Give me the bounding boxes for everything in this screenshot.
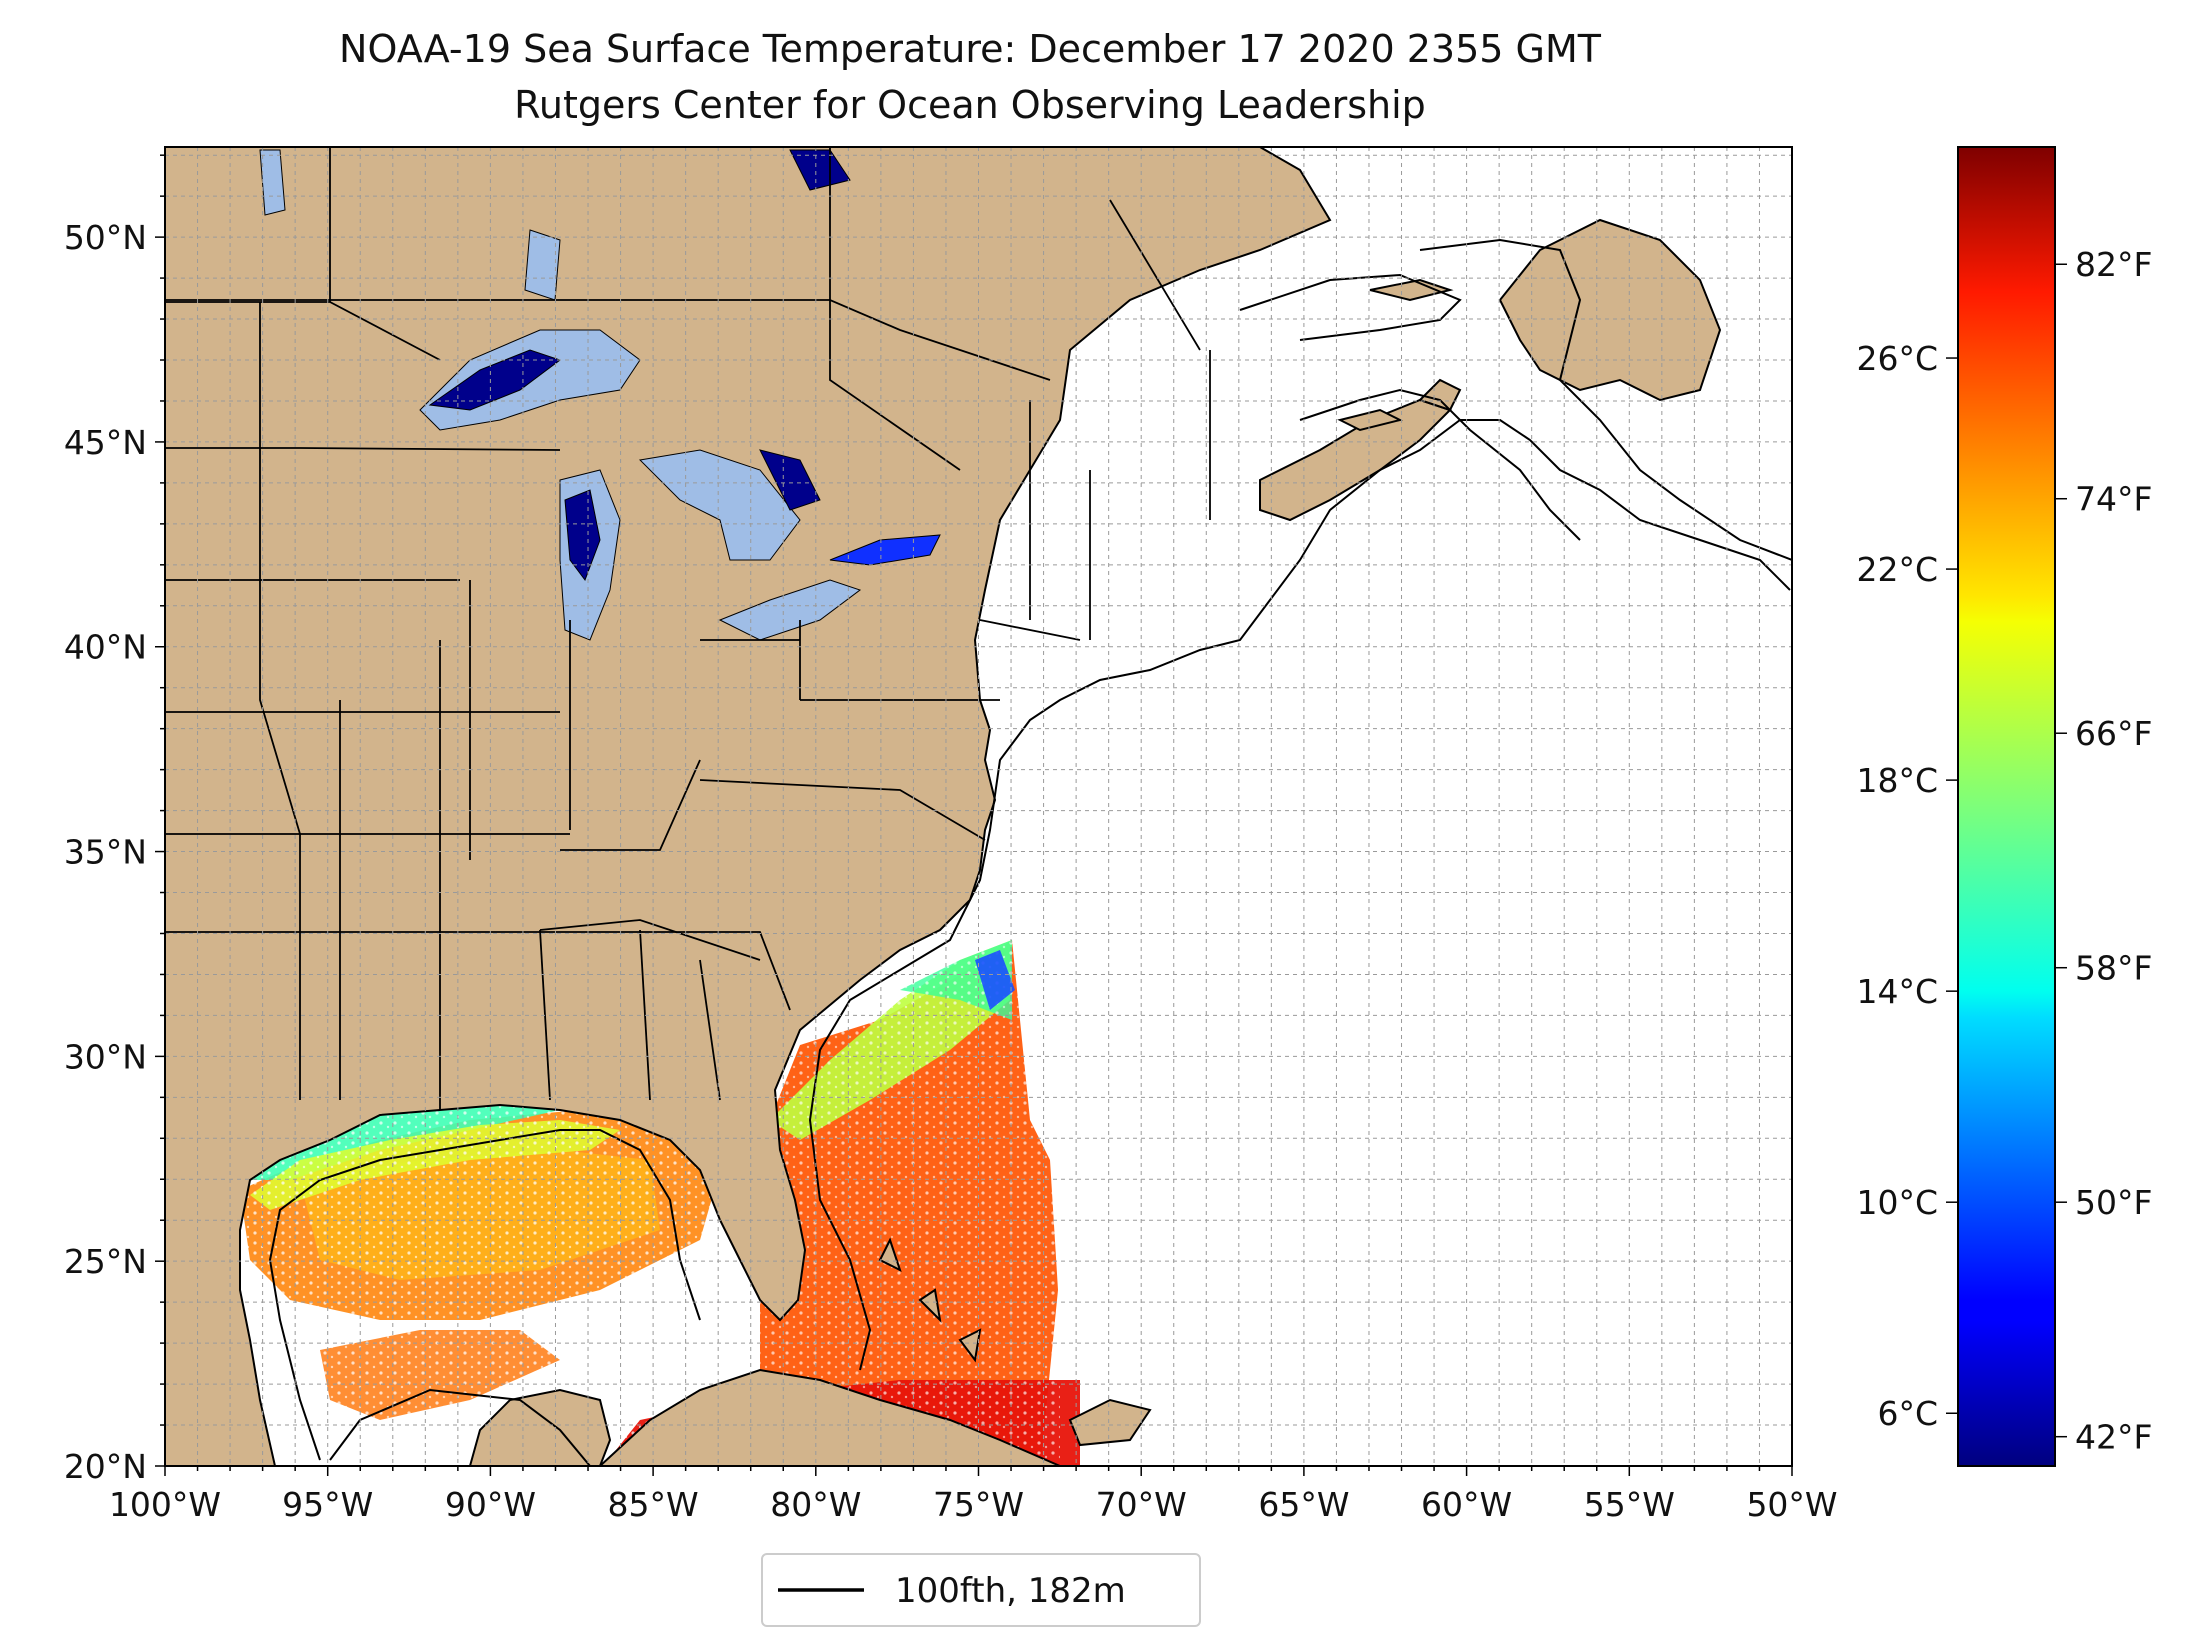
- colorbar-fahrenheit-label: 74°F: [2075, 480, 2152, 519]
- lake-huron: [638, 449, 801, 561]
- lat-tick-label: 45°N: [64, 423, 147, 462]
- isobath-atlantic: [808, 419, 1791, 1371]
- sst-data: [240, 720, 1080, 1466]
- sst-speckle-atlantic: [760, 940, 1060, 1460]
- great-lakes: [259, 149, 941, 641]
- lake-ontario: [829, 534, 941, 566]
- title-line-2: Rutgers Center for Ocean Observing Leade…: [514, 83, 1426, 127]
- colorbar-fahrenheit-label: 50°F: [2075, 1183, 2152, 1222]
- legend-label: 100fth, 182m: [895, 1571, 1126, 1611]
- lon-tick-label: 55°W: [1584, 1485, 1675, 1524]
- lon-tick-label: 60°W: [1421, 1485, 1512, 1524]
- land-bahamas-1: [878, 1237, 902, 1272]
- lat-tick-label: 20°N: [64, 1447, 147, 1486]
- lake-michigan-cold: [564, 489, 601, 582]
- colorbar-fahrenheit-label: 58°F: [2075, 949, 2152, 988]
- land-bahamas-2: [918, 1288, 942, 1323]
- lat-tick-label: 40°N: [64, 628, 147, 667]
- sst-carolina-cool: [975, 950, 1015, 1010]
- isobath-canada-1: [1239, 273, 1462, 341]
- legend-box: [761, 1553, 1201, 1627]
- land-cuba: [598, 1368, 1061, 1466]
- lon-tick-label: 85°W: [608, 1485, 699, 1524]
- colorbar-celsius-label: 6°C: [1877, 1394, 1938, 1433]
- map-panel: [164, 146, 1793, 1467]
- title-line-1: NOAA-19 Sea Surface Temperature: Decembe…: [339, 27, 1602, 71]
- colorbar-fahrenheit-label: 66°F: [2075, 714, 2152, 753]
- gridlines: [165, 147, 1792, 1466]
- colorbar-fahrenheit-ticks: 42°F 50°F 58°F 66°F 74°F 82°F: [2055, 245, 2152, 1457]
- lon-tick-label: 75°W: [933, 1485, 1024, 1524]
- land-north-america: [165, 147, 1332, 1466]
- legend: 100fth, 182m: [761, 1553, 1201, 1627]
- colorbar-celsius-label: 26°C: [1856, 339, 1938, 378]
- land-pei: [1337, 408, 1403, 432]
- land-cape-breton: [1418, 378, 1462, 412]
- lon-tick-label: 95°W: [282, 1485, 373, 1524]
- isobath-canada-3: [1299, 388, 1581, 541]
- state-borders: [165, 147, 1211, 1110]
- lake-nipigon: [789, 149, 851, 191]
- lon-tick-label: 100°W: [109, 1485, 221, 1524]
- lon-tick-label: 70°W: [1096, 1485, 1187, 1524]
- isobath-gulf: [268, 1129, 701, 1461]
- lake-winnipeg-area: [259, 149, 286, 216]
- lon-tick-label: 80°W: [770, 1485, 861, 1524]
- colorbar-celsius-label: 10°C: [1856, 1183, 1938, 1222]
- sst-speckle-gulf: [240, 1100, 760, 1440]
- isobath-100fth: [268, 238, 1792, 1466]
- lat-tick-label: 25°N: [64, 1242, 147, 1281]
- colorbar-fahrenheit-label: 82°F: [2075, 245, 2152, 284]
- colorbar-fahrenheit-label: 42°F: [2075, 1418, 2152, 1457]
- lat-tick-label: 30°N: [64, 1037, 147, 1076]
- land-bahamas-3: [958, 1328, 982, 1363]
- land: [165, 147, 1722, 1466]
- isobath-canada-2: [1419, 238, 1792, 561]
- lon-tick-label: 50°W: [1746, 1485, 1837, 1524]
- colorbar-celsius-label: 14°C: [1856, 972, 1938, 1011]
- lat-axis: 20°N 25°N 30°N 35°N 40°N 45°N 50°N: [64, 154, 165, 1486]
- isobath-gulf-inner: [329, 1388, 591, 1466]
- lon-tick-label: 90°W: [445, 1485, 536, 1524]
- land-newfoundland: [1498, 218, 1722, 402]
- land-nova-scotia: [1259, 398, 1452, 522]
- lat-tick-label: 35°N: [64, 833, 147, 872]
- land-hispaniola: [1068, 1398, 1152, 1447]
- colorbar-celsius-label: 18°C: [1856, 761, 1938, 800]
- colorbar: 6°C 10°C 14°C 18°C 22°C 26°C 42°F 50°F 58°F 66°F…: [1856, 146, 2152, 1467]
- lake-woods: [524, 229, 561, 301]
- colorbar-celsius-label: 22°C: [1856, 550, 1938, 589]
- land-anticosti: [1369, 278, 1454, 302]
- lon-tick-label: 65°W: [1258, 1485, 1349, 1524]
- lon-axis: 100°W 95°W 90°W 85°W 80°W 75°W 70°W 65°W 60°W 55°…: [109, 1466, 1838, 1524]
- lake-huron-cold: [759, 449, 821, 511]
- colorbar-gradient: [1957, 146, 2056, 1467]
- colorbar-celsius-ticks: 6°C 10°C 14°C 18°C 22°C 26°C: [1856, 339, 1958, 1433]
- lat-tick-label: 50°N: [64, 218, 147, 257]
